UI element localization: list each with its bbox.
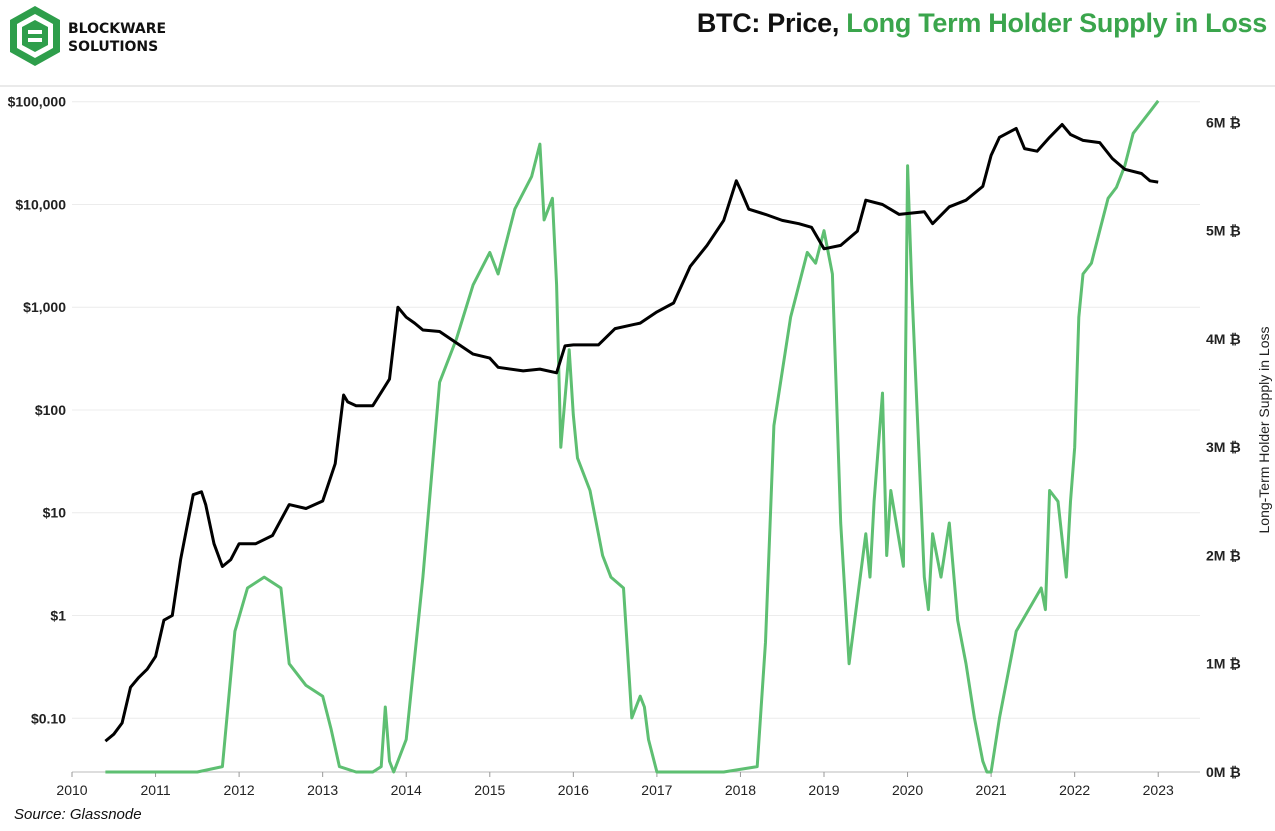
x-tick-label: 2017 [641, 782, 672, 798]
x-tick-label: 2015 [474, 782, 505, 798]
title-part-supply: Long Term Holder Supply in Loss [846, 8, 1267, 38]
logo-mark-icon [10, 6, 60, 66]
x-tick-label: 2013 [307, 782, 338, 798]
right-tick-label: 2M ₿ [1206, 547, 1241, 563]
left-tick-label: $10,000 [15, 196, 66, 212]
brand-line2: SOLUTIONS [68, 39, 158, 55]
title-part-price: BTC: Price, [696, 8, 847, 38]
x-axis: 2010 2011 2012 2013 2014 2015 2016 2017 2018 2019… [56, 772, 1174, 798]
series-line-supply-in-loss [105, 99, 1160, 774]
x-tick-label: 2018 [725, 782, 756, 798]
x-tick-label: 2021 [976, 782, 1007, 798]
right-axis: 0M ₿ 1M ₿ 2M ₿ 3M ₿ 4M ₿ 5M ₿ 6M ₿ [1206, 114, 1241, 780]
x-tick-label: 2012 [224, 782, 255, 798]
left-tick-label: $1 [50, 608, 66, 624]
right-tick-label: 5M ₿ [1206, 223, 1241, 239]
right-tick-label: 3M ₿ [1206, 439, 1241, 455]
x-tick-label: 2014 [391, 782, 422, 798]
left-axis: $0.10 $1 $10 $100 $1,000 $10,000 $100,000 [8, 94, 67, 727]
x-tick-label: 2020 [892, 782, 923, 798]
series-line-price [104, 123, 1159, 743]
source-note: Source: Glassnode [14, 806, 142, 823]
right-axis-label: Long-Term Holder Supply in Loss [1256, 327, 1272, 534]
brand-logo: BLOCKWARE SOLUTIONS [10, 6, 166, 66]
right-tick-label: 6M ₿ [1206, 114, 1241, 130]
brand-line1: BLOCKWARE [68, 21, 166, 37]
x-tick-label: 2016 [558, 782, 589, 798]
left-tick-label: $100,000 [8, 94, 67, 110]
x-tick-label: 2023 [1143, 782, 1174, 798]
gridlines [72, 101, 1200, 719]
x-tick-label: 2011 [141, 782, 171, 798]
left-tick-label: $100 [35, 402, 66, 418]
x-tick-label: 2019 [808, 782, 839, 798]
x-tick-label: 2022 [1059, 782, 1090, 798]
chart-title: BTC: Price, Long Term Holder Supply in L… [697, 8, 1267, 39]
left-tick-label: $10 [43, 505, 67, 521]
x-tick-label: 2010 [56, 782, 87, 798]
right-tick-label: 4M ₿ [1206, 331, 1241, 347]
right-tick-label: 1M ₿ [1206, 656, 1241, 672]
left-tick-label: $0.10 [31, 710, 66, 726]
left-tick-label: $1,000 [23, 299, 66, 315]
right-tick-label: 0M ₿ [1206, 764, 1241, 780]
